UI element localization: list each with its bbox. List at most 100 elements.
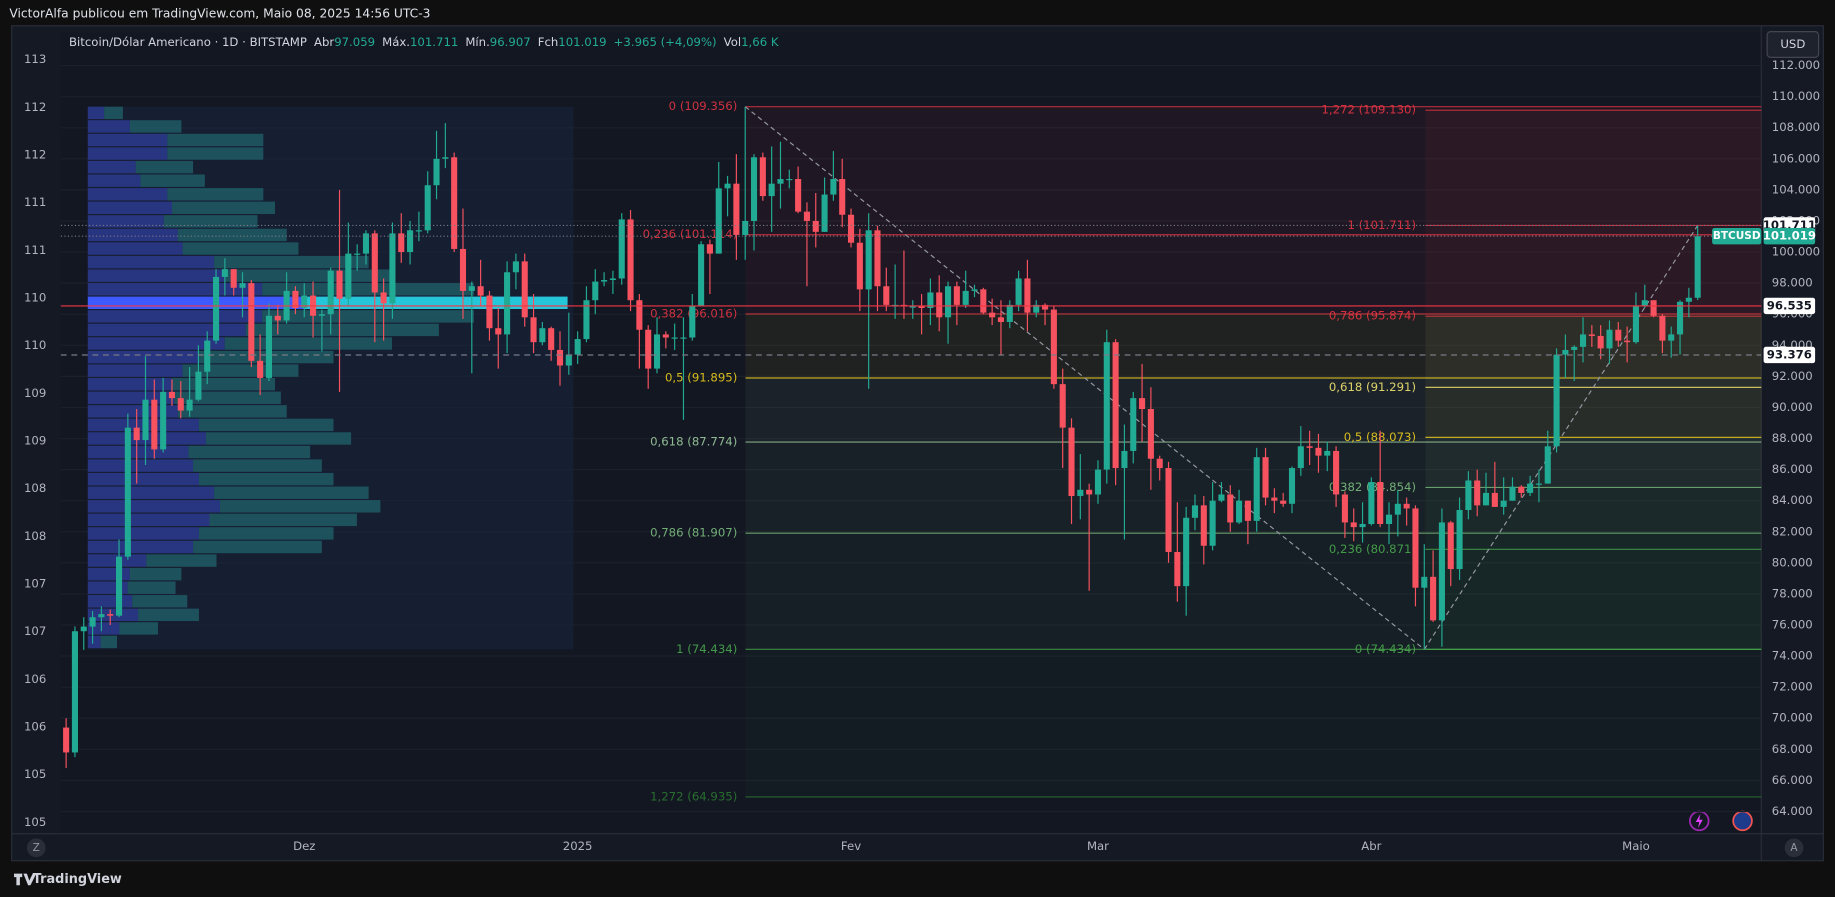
candle-body: [1403, 503, 1410, 509]
candle-body: [1685, 297, 1692, 302]
candle-body: [362, 233, 370, 254]
candle-body: [777, 179, 784, 184]
candle-body: [415, 230, 422, 232]
fib-band: [1425, 387, 1762, 438]
candle-body: [1103, 342, 1110, 470]
volume-down: [167, 133, 264, 147]
candle-body: [592, 281, 599, 301]
fib-band: [1425, 487, 1762, 550]
currency-button[interactable]: [1766, 31, 1820, 58]
volume-down: [132, 595, 188, 608]
zoom-label: Z: [33, 842, 40, 854]
candle-body: [1059, 384, 1066, 428]
candle-body: [1438, 522, 1445, 621]
candle-body: [1262, 457, 1269, 498]
fib-label: 0 (74.434): [1355, 642, 1416, 656]
candle-body: [213, 276, 220, 341]
candle-body: [856, 242, 863, 290]
y-tick-label: 64.000: [1772, 804, 1813, 818]
candle-body: [1676, 301, 1684, 335]
candle-body: [1244, 500, 1251, 521]
candle-body: [1253, 457, 1260, 521]
auto-button[interactable]: [1784, 838, 1804, 858]
candle-body: [1271, 497, 1278, 501]
volume-up: [87, 228, 178, 242]
volume-down: [167, 188, 264, 201]
left-axis-label: 105: [24, 815, 46, 829]
y-tick-label: 78.000: [1772, 586, 1813, 600]
candle-body: [195, 371, 202, 400]
legend-value: 96.907: [490, 35, 531, 49]
candle-body: [1553, 354, 1560, 447]
legend-value: 101.711: [410, 35, 458, 49]
left-axis-label: 109: [24, 434, 46, 448]
candle-body: [1139, 398, 1146, 410]
volume-down: [262, 310, 474, 323]
candle-body: [80, 626, 87, 632]
session-icon[interactable]: [1732, 810, 1753, 832]
candle-body: [715, 188, 722, 254]
price-tag-label: 101.019: [1763, 229, 1816, 243]
left-axis-label: 108: [24, 529, 46, 543]
zoom-button[interactable]: [26, 838, 46, 858]
candle-body: [1341, 494, 1348, 523]
price-tag-label: 96.535: [1767, 298, 1812, 312]
left-axis-label: 111: [24, 243, 46, 257]
candle-body: [230, 269, 237, 288]
y-tick-label: 104.000: [1772, 182, 1820, 196]
volume-down: [209, 513, 357, 527]
candle-body: [1183, 517, 1190, 587]
y-tick-label: 110.000: [1772, 89, 1820, 103]
volume-down: [198, 418, 334, 432]
candle-body: [1412, 508, 1419, 588]
y-tick-label: 72.000: [1772, 680, 1813, 694]
candle-body: [601, 280, 608, 282]
fib-label: 0,5 (91.895): [665, 370, 737, 384]
legend-label: Máx.: [382, 35, 410, 49]
y-tick-label: 70.000: [1772, 711, 1813, 725]
candle-body: [1579, 334, 1587, 347]
legend-title: Bitcoin/Dólar Americano · 1D · BITSTAMP: [69, 35, 307, 49]
candle-body: [1659, 315, 1666, 341]
volume-up: [87, 310, 263, 323]
candle-body: [724, 183, 731, 189]
candle-body: [504, 272, 511, 335]
candle-body: [107, 614, 114, 616]
trend-line: [1423, 225, 1699, 650]
candle-body: [1297, 446, 1304, 469]
candle-body: [1191, 505, 1199, 518]
candle-body: [345, 253, 352, 299]
candle-body: [160, 391, 167, 450]
fib-band: [1425, 549, 1762, 650]
candle-body: [1368, 482, 1375, 524]
candle-body: [1385, 514, 1393, 524]
candle-body: [301, 295, 308, 308]
volume-down: [129, 120, 182, 133]
brand-name: TradingView: [33, 872, 122, 887]
candle-body: [424, 185, 431, 231]
candle-body: [1465, 480, 1472, 511]
volume-up: [87, 595, 133, 608]
candle-body: [1377, 482, 1384, 524]
volume-up: [87, 527, 199, 540]
candle-body: [953, 286, 960, 305]
candle-body: [768, 183, 775, 197]
candle-body: [1068, 427, 1075, 497]
candle-body: [327, 270, 334, 315]
candle-body: [398, 233, 405, 253]
left-axis-label: 107: [24, 624, 46, 638]
candle-body: [530, 317, 537, 343]
left-axis-label: 110: [24, 291, 46, 305]
volume-up: [87, 337, 225, 350]
candle-body: [786, 179, 793, 181]
candle-body: [750, 157, 758, 221]
volume-down: [188, 445, 311, 459]
volume-down: [198, 527, 334, 540]
candle-body: [1447, 522, 1454, 570]
volume-down: [100, 635, 118, 649]
volume-down: [224, 269, 393, 282]
legend-value: 101.019: [558, 35, 606, 49]
candle-body: [1112, 342, 1119, 469]
